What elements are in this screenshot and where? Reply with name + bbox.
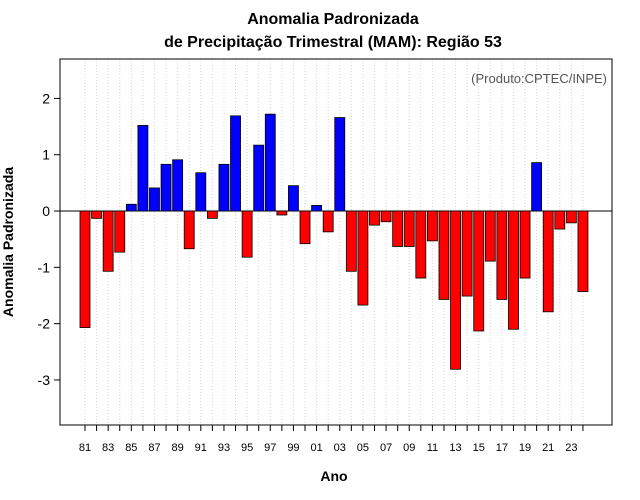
bar-96	[253, 144, 265, 212]
credit-text: (Produto:CPTEC/INPE)	[471, 71, 607, 86]
bar-82	[91, 210, 102, 219]
bar-94	[230, 115, 241, 212]
x-tick-label: 85	[125, 442, 137, 454]
bar-95	[241, 210, 253, 258]
bar-91	[195, 172, 207, 212]
bar-17	[496, 210, 508, 300]
x-tick-label: 23	[565, 442, 577, 454]
bar-19	[519, 210, 531, 279]
x-tick-label: 95	[241, 442, 253, 454]
bar-85	[125, 203, 137, 212]
x-tick-label: 97	[264, 442, 276, 454]
bar-03	[334, 117, 346, 212]
bar-90	[183, 210, 195, 250]
x-tick-label: 81	[79, 442, 91, 454]
bar-01	[311, 204, 323, 212]
y-tick-label: -3	[38, 372, 51, 388]
x-axis: 81 83 85 87 89 91 93 95 97 99 01 03 05 07 09 11 13 15 17 19…	[79, 425, 584, 454]
y-tick-label: 1	[42, 147, 50, 163]
x-tick-label: 03	[334, 442, 346, 454]
x-tick-label: 93	[218, 442, 230, 454]
bar-11	[426, 210, 438, 242]
x-tick-label: 87	[148, 442, 160, 454]
bar-92	[206, 210, 218, 219]
bar-97	[264, 113, 276, 212]
bar-05	[357, 210, 369, 306]
x-tick-label: 01	[310, 442, 322, 454]
bar-88	[160, 163, 172, 212]
x-tick-label: 19	[519, 442, 531, 454]
y-tick-label: 0	[42, 203, 50, 219]
bar-02	[322, 210, 334, 233]
x-axis-label: Ano	[320, 468, 347, 484]
bar-84	[114, 210, 126, 253]
bar-99	[288, 185, 299, 212]
y-tick-label: 2	[42, 90, 50, 106]
x-tick-label: 15	[473, 442, 485, 454]
bar-12	[438, 210, 450, 300]
x-tick-label: 91	[195, 442, 207, 454]
x-tick-label: 89	[172, 442, 184, 454]
bar-07	[380, 210, 392, 223]
bar-89	[172, 159, 184, 212]
bar-00	[299, 210, 311, 245]
bar-15	[473, 210, 485, 332]
bar-10	[415, 210, 427, 279]
x-tick-label: 17	[496, 442, 508, 454]
y-tick-label: -2	[38, 316, 51, 332]
bar-81	[79, 210, 91, 328]
bar-18	[508, 210, 519, 330]
bar-23	[565, 210, 577, 224]
x-tick-label: 99	[287, 442, 299, 454]
y-axis: -3 -2 -1 0 1 2	[38, 90, 60, 388]
bar-20	[531, 162, 543, 212]
chart-title-line-1: Anomalia Padronizada	[247, 11, 419, 28]
bar-09	[403, 210, 415, 247]
bar-83	[102, 210, 114, 272]
bar-93	[218, 163, 230, 212]
bar-98	[276, 210, 288, 216]
bar-06	[369, 210, 380, 226]
x-tick-label: 21	[542, 442, 554, 454]
bar-14	[461, 210, 473, 297]
chart-title-line-2: de Precipitação Trimestral (MAM): Região…	[164, 34, 502, 51]
bar-13	[450, 210, 461, 370]
bar-04	[345, 210, 357, 272]
bar-21	[542, 210, 554, 313]
x-tick-label: 09	[403, 442, 415, 454]
x-tick-label: 13	[449, 442, 461, 454]
plot-frame	[59, 58, 613, 426]
bar-87	[149, 187, 160, 212]
bar-22	[554, 210, 566, 230]
bar-08	[392, 210, 404, 247]
bar-24	[577, 210, 589, 292]
x-tick-label: 11	[427, 442, 438, 454]
bar-86	[137, 125, 149, 212]
x-tick-label: 83	[102, 442, 114, 454]
y-tick-label: -1	[38, 259, 51, 275]
y-axis-label: Anomalia Padronizada	[0, 167, 16, 317]
bars	[79, 113, 589, 370]
x-tick-label: 05	[357, 442, 369, 454]
x-tick-label: 07	[380, 442, 392, 454]
bar-16	[484, 210, 496, 262]
